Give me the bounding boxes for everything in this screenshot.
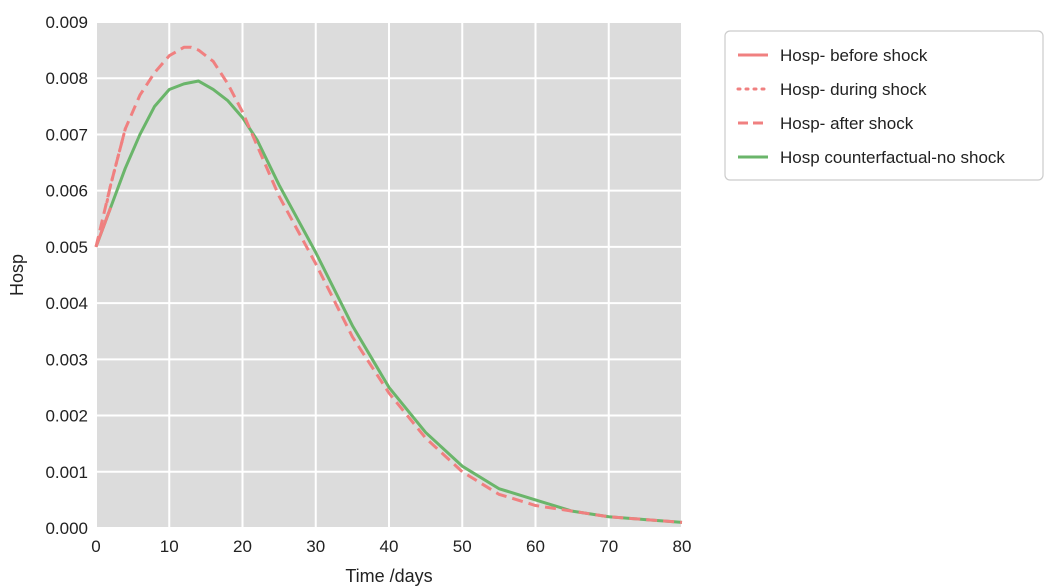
legend-label-2: Hosp- during shock bbox=[780, 80, 927, 99]
y-tick-label: 0.004 bbox=[45, 294, 88, 313]
legend-label-3: Hosp- after shock bbox=[780, 114, 914, 133]
x-tick-label: 40 bbox=[380, 537, 399, 556]
legend-box bbox=[724, 30, 1044, 181]
x-tick-label: 20 bbox=[233, 537, 252, 556]
y-tick-label: 0.006 bbox=[45, 182, 88, 201]
y-axis-label: Hosp bbox=[7, 254, 27, 296]
series-line-4 bbox=[94, 79, 683, 524]
x-axis-label: Time /days bbox=[345, 566, 432, 586]
y-tick-label: 0.001 bbox=[45, 463, 88, 482]
y-tick-label: 0.002 bbox=[45, 407, 88, 426]
legend: Hosp- before shock Hosp- during shock Hosp… bbox=[724, 30, 1044, 181]
legend-label-1: Hosp- before shock bbox=[780, 46, 928, 65]
y-tick-label: 0.003 bbox=[45, 350, 88, 369]
series-line-2 bbox=[105, 127, 127, 204]
x-tick-label: 50 bbox=[453, 537, 472, 556]
series-layer bbox=[94, 45, 683, 524]
y-tick-label: 0.000 bbox=[45, 519, 88, 538]
y-tick-label: 0.008 bbox=[45, 69, 88, 88]
x-tick-label: 80 bbox=[673, 537, 692, 556]
x-axis-ticks: 0 10 20 30 40 50 60 70 80 bbox=[91, 537, 691, 556]
y-tick-label: 0.007 bbox=[45, 125, 88, 144]
x-tick-label: 70 bbox=[599, 537, 618, 556]
y-tick-label: 0.005 bbox=[45, 238, 88, 257]
y-tick-label: 0.009 bbox=[45, 13, 88, 32]
legend-label-4: Hosp counterfactual-no shock bbox=[780, 148, 1005, 167]
grid bbox=[95, 21, 683, 529]
x-tick-label: 0 bbox=[91, 537, 100, 556]
series-line-3 bbox=[94, 45, 683, 524]
y-axis-ticks: 0.000 0.001 0.002 0.003 0.004 0.005 0.006 0.007… bbox=[45, 13, 88, 538]
series-line-1 bbox=[94, 206, 113, 248]
x-tick-label: 30 bbox=[306, 537, 325, 556]
x-tick-label: 10 bbox=[160, 537, 179, 556]
x-tick-label: 60 bbox=[526, 537, 545, 556]
